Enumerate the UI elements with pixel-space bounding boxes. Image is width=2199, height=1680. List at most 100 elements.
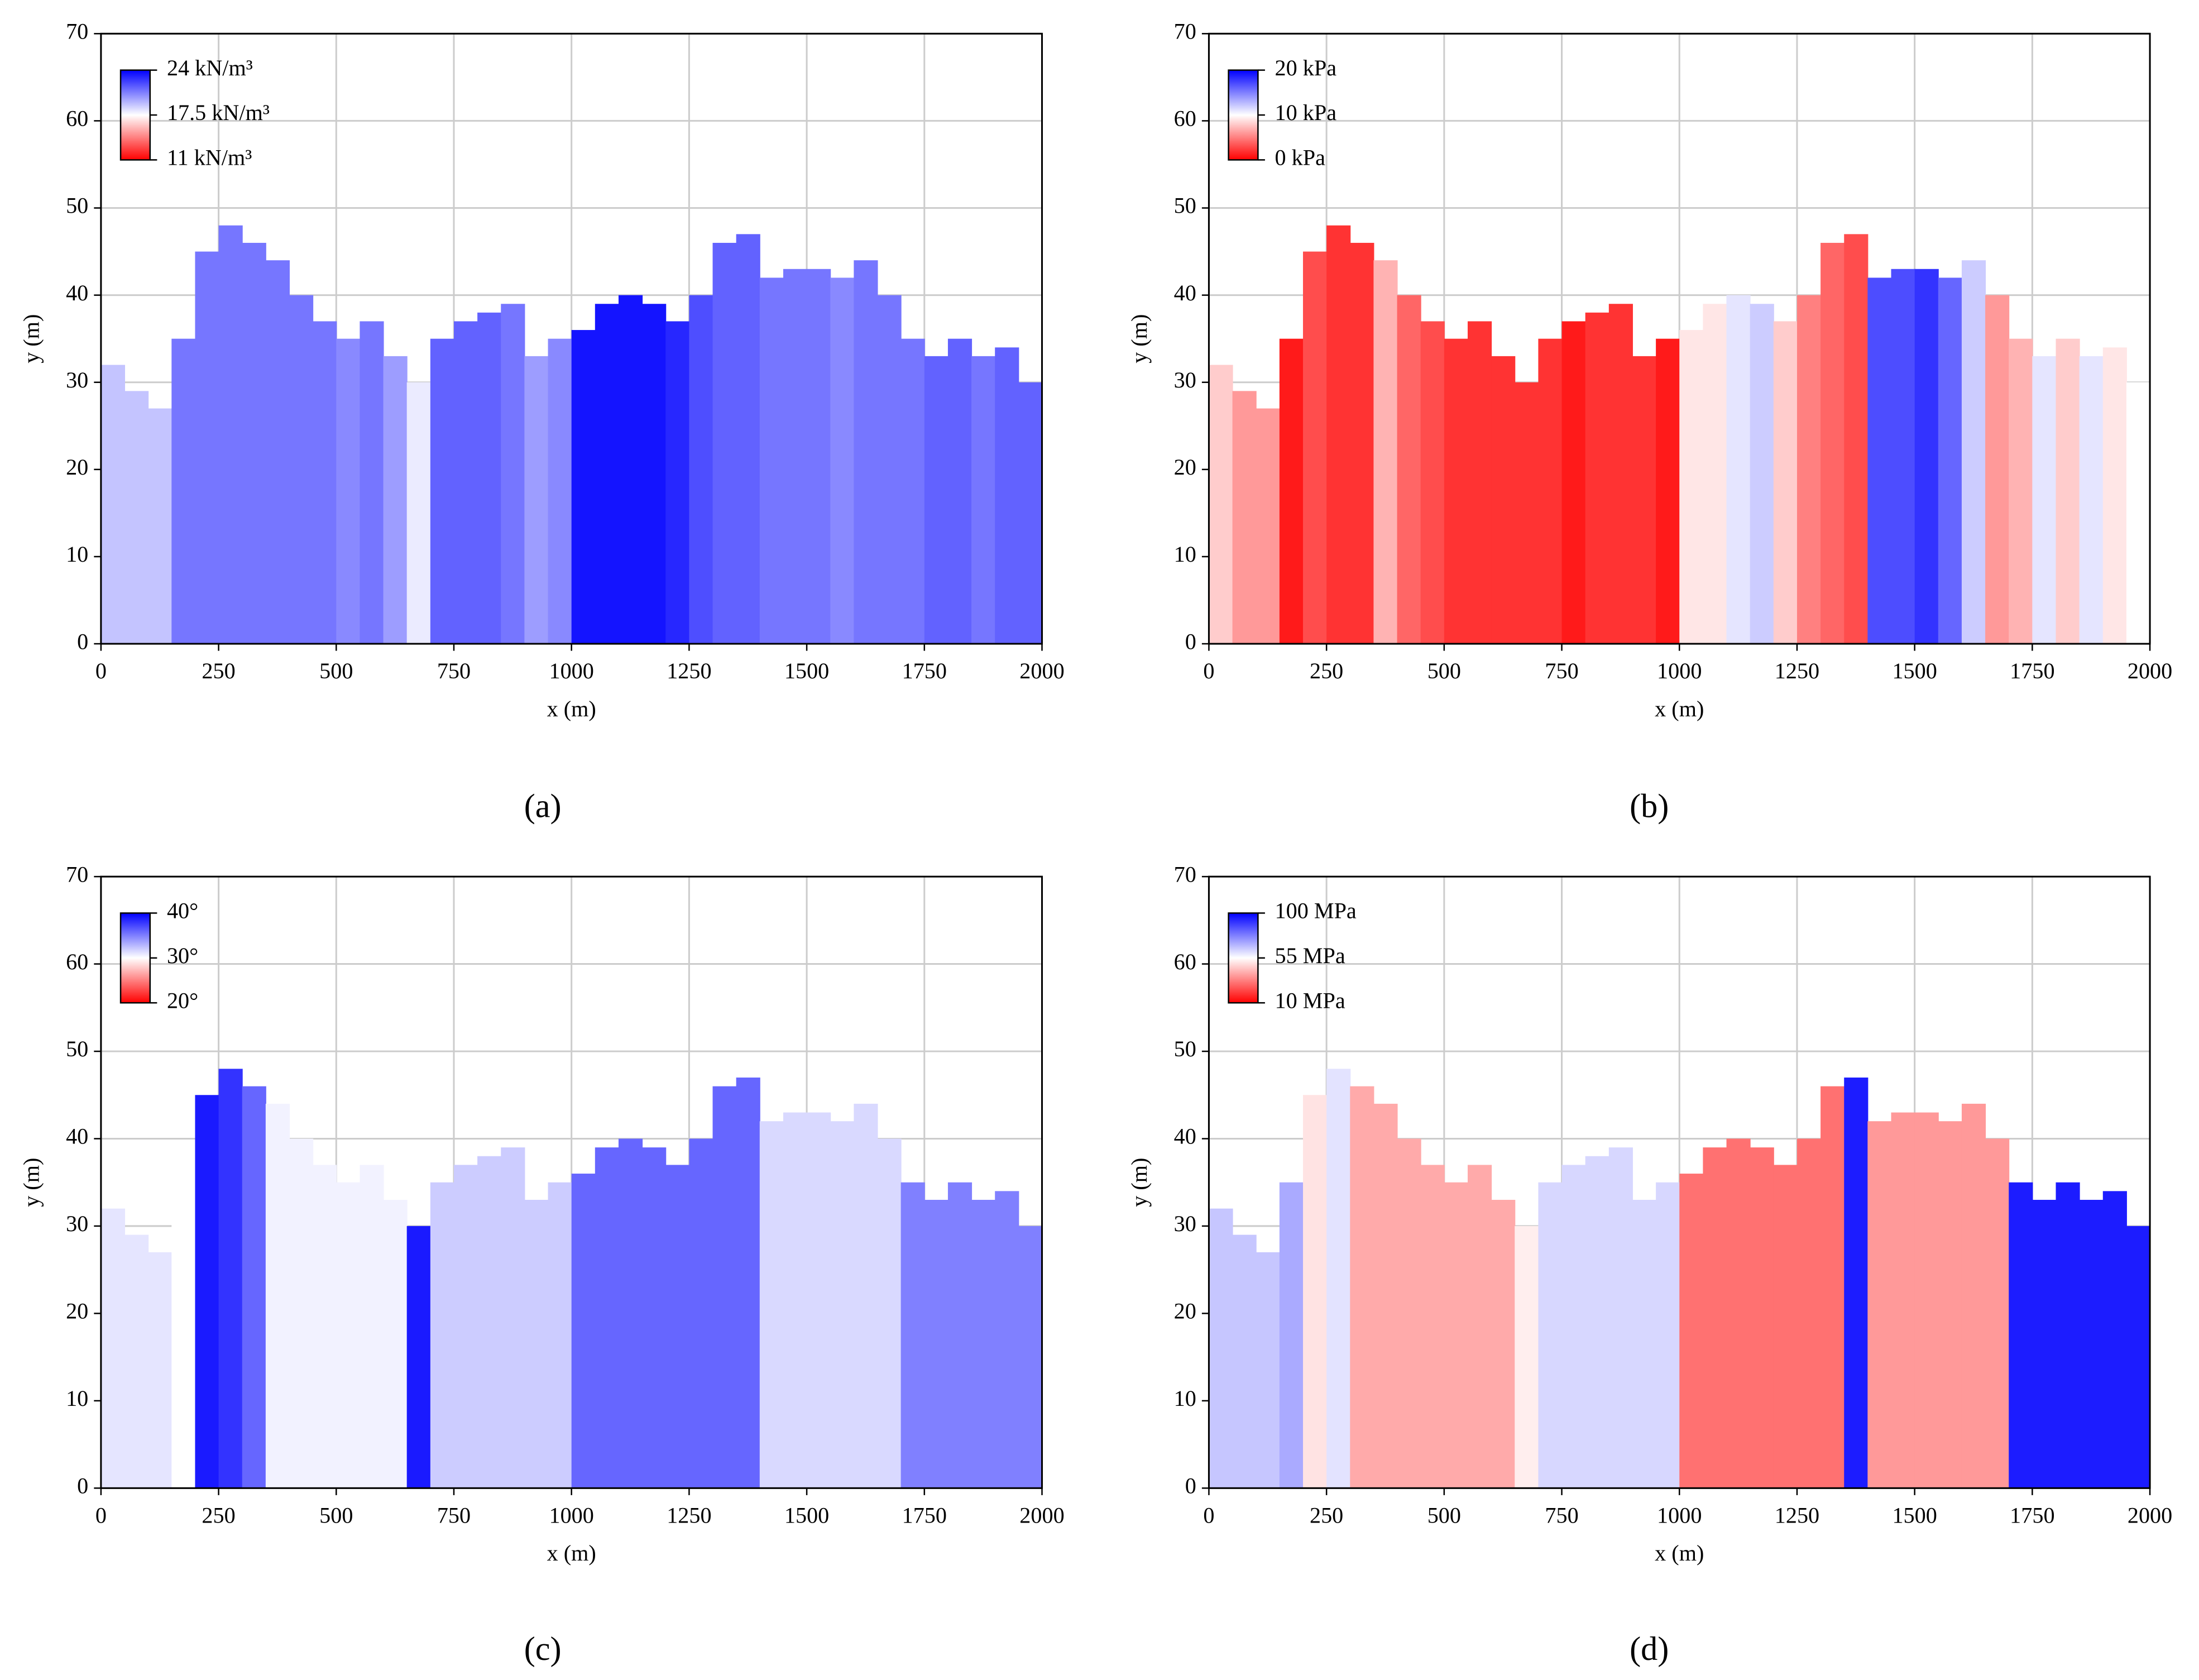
profile-column	[1585, 1156, 1609, 1488]
profile-column	[1726, 1138, 1751, 1488]
x-tick-label: 750	[437, 658, 471, 683]
profile-column	[124, 391, 149, 644]
profile-column	[1750, 304, 1774, 644]
profile-column	[1820, 242, 1845, 644]
profile-column	[242, 242, 266, 644]
x-tick-label: 250	[202, 658, 235, 683]
y-tick-label: 70	[66, 19, 88, 44]
profile-column	[2009, 338, 2033, 644]
profile-column	[242, 1086, 266, 1488]
profile-column	[1679, 1174, 1704, 1488]
profile-column	[477, 1156, 502, 1488]
x-axis-label: x (m)	[547, 1540, 596, 1566]
profile-column	[1796, 1138, 1822, 1488]
profile-column	[759, 277, 784, 644]
profile-column	[1515, 1226, 1539, 1488]
profile-column	[1632, 1199, 1657, 1488]
profile-column	[830, 1121, 855, 1488]
profile-column	[1679, 330, 1704, 644]
profile-column	[171, 1182, 196, 1488]
profile-column	[1820, 1086, 1845, 1488]
x-tick-label: 1000	[1657, 658, 1702, 683]
profile-column	[1256, 1252, 1280, 1488]
x-tick-label: 250	[1310, 658, 1343, 683]
x-tick-label: 750	[437, 1502, 471, 1528]
profile-column	[2079, 1199, 2104, 1488]
y-tick-label: 20	[1174, 1299, 1196, 1324]
y-tick-label: 40	[1174, 280, 1196, 305]
profile-column	[712, 1086, 737, 1488]
y-tick-label: 20	[66, 1299, 88, 1324]
profile-column	[1796, 295, 1822, 644]
x-tick-label: 500	[1427, 1502, 1461, 1528]
profile-column	[1420, 1165, 1445, 1488]
profile-column	[995, 1191, 1019, 1488]
profile-column	[1350, 242, 1374, 644]
panel-label: (c)	[524, 1630, 562, 1668]
x-tick-label: 2000	[1019, 658, 1064, 683]
y-tick-label: 20	[66, 454, 88, 480]
profile-column	[1018, 1226, 1043, 1488]
profile-column	[1373, 1103, 1398, 1488]
profile-column	[689, 1138, 713, 1488]
profile-column	[383, 356, 408, 644]
colorbar	[119, 69, 151, 161]
x-tick-label: 2000	[2128, 1502, 2172, 1528]
profile-column	[2126, 382, 2151, 644]
x-tick-label: 1250	[1775, 1502, 1819, 1528]
profile-column	[289, 295, 314, 644]
y-axis-label: y (m)	[1127, 1158, 1152, 1207]
x-tick-label: 1750	[2010, 658, 2054, 683]
profile-column	[759, 1121, 784, 1488]
profile-column	[854, 1103, 878, 1488]
profile-column	[1656, 1182, 1680, 1488]
profile-column	[1632, 356, 1657, 644]
profile-column	[1844, 1077, 1869, 1488]
colorbar-tick-label: 24 kN/m³	[167, 55, 253, 80]
profile-column	[971, 356, 996, 644]
profile-column	[2102, 347, 2127, 644]
y-tick-label: 20	[1174, 454, 1196, 480]
profile-column	[2126, 1226, 2151, 1488]
x-tick-label: 0	[95, 1502, 107, 1528]
profile-column	[1891, 1112, 1915, 1488]
profile-column	[1515, 382, 1539, 644]
profile-column	[1209, 1208, 1233, 1488]
x-tick-label: 750	[1545, 1502, 1578, 1528]
profile-column	[1914, 269, 1939, 644]
profile-column	[100, 365, 126, 644]
profile-column	[1467, 1165, 1492, 1488]
x-tick-label: 1500	[1892, 658, 1937, 683]
colorbar-tick-label: 0 kPa	[1275, 145, 1326, 170]
y-axis-label: y (m)	[19, 314, 44, 363]
y-tick-label: 40	[66, 1124, 88, 1149]
colorbar	[119, 912, 151, 1004]
profile-column	[807, 269, 831, 644]
y-tick-label: 0	[1185, 1473, 1196, 1499]
colorbar-tick-label: 30°	[167, 943, 198, 968]
y-tick-label: 0	[77, 629, 88, 654]
profile-column	[1703, 1147, 1727, 1488]
profile-column	[1232, 391, 1257, 644]
profile-column	[453, 1165, 478, 1488]
profile-column	[1303, 251, 1328, 644]
profile-column	[1420, 321, 1445, 644]
profile-column	[406, 1226, 431, 1488]
profile-column	[336, 1182, 361, 1488]
y-tick-label: 50	[66, 193, 88, 218]
profile-column	[265, 1103, 290, 1488]
profile-column	[689, 295, 713, 644]
x-tick-label: 250	[1310, 1502, 1343, 1528]
panel-label: (a)	[524, 787, 562, 825]
y-tick-label: 60	[1174, 106, 1196, 131]
profile-column	[1608, 1147, 1633, 1488]
profile-column	[1279, 1182, 1304, 1488]
profile-column	[1491, 1199, 1516, 1488]
y-tick-label: 50	[1174, 1036, 1196, 1061]
profile-column	[100, 1208, 126, 1488]
profile-column	[148, 1252, 173, 1488]
y-axis-label: y (m)	[19, 1158, 44, 1207]
profile-column	[548, 338, 572, 644]
y-tick-label: 30	[1174, 1211, 1196, 1236]
